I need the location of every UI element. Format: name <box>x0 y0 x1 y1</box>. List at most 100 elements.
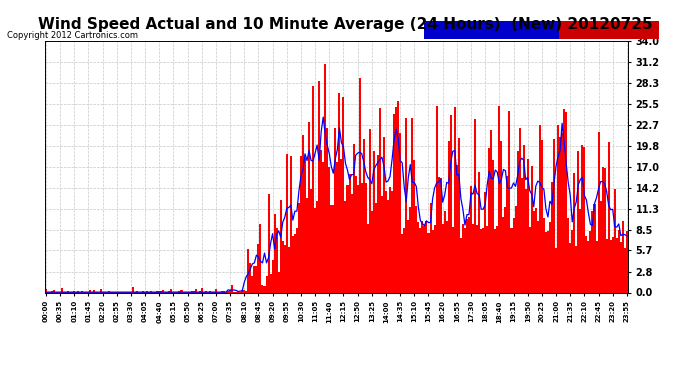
Bar <box>383 137 385 292</box>
Bar <box>468 217 470 292</box>
Bar <box>563 110 565 292</box>
Bar <box>346 185 348 292</box>
Bar <box>612 237 613 292</box>
Bar <box>450 115 452 292</box>
Bar <box>282 241 284 292</box>
Bar <box>316 201 318 292</box>
Bar <box>274 214 275 292</box>
Bar <box>403 228 405 292</box>
Bar <box>567 217 569 292</box>
Bar <box>361 183 363 292</box>
Bar <box>593 204 595 292</box>
Bar <box>480 228 482 292</box>
Bar <box>371 211 373 292</box>
Bar <box>385 190 387 292</box>
Bar <box>474 119 476 292</box>
Bar <box>333 205 335 292</box>
Bar <box>413 160 415 292</box>
Bar <box>417 222 420 292</box>
Bar <box>470 186 472 292</box>
Text: Copyright 2012 Cartronics.com: Copyright 2012 Cartronics.com <box>7 31 138 40</box>
Bar <box>90 290 91 292</box>
Bar <box>61 288 63 292</box>
Text: Wind Speed Actual and 10 Minute Average (24 Hours)  (New) 20120725: Wind Speed Actual and 10 Minute Average … <box>38 17 652 32</box>
Bar <box>266 276 268 292</box>
Bar <box>195 289 197 292</box>
Bar <box>375 203 377 292</box>
Bar <box>426 221 428 292</box>
Bar <box>578 151 580 292</box>
Bar <box>45 289 47 292</box>
Bar <box>490 130 492 292</box>
Bar <box>547 231 549 292</box>
Bar <box>99 289 101 292</box>
Bar <box>587 241 589 292</box>
Bar <box>620 242 622 292</box>
Bar <box>484 192 486 292</box>
Bar <box>322 162 324 292</box>
Bar <box>231 285 233 292</box>
Bar <box>302 135 304 292</box>
Bar <box>506 176 509 292</box>
Bar <box>543 218 545 292</box>
Bar <box>618 230 620 292</box>
Bar <box>156 291 158 292</box>
Bar <box>270 273 272 292</box>
Bar <box>306 198 308 292</box>
Bar <box>472 224 474 292</box>
Bar <box>324 64 326 292</box>
Bar <box>624 248 626 292</box>
Bar <box>337 162 338 292</box>
Bar <box>393 114 395 292</box>
Bar <box>545 232 547 292</box>
Bar <box>209 291 211 292</box>
Bar <box>244 290 245 292</box>
Bar <box>462 224 464 292</box>
Bar <box>227 291 229 292</box>
Bar <box>526 159 529 292</box>
Bar <box>589 231 591 292</box>
Bar <box>571 230 573 292</box>
Bar <box>551 182 553 292</box>
Bar <box>482 228 484 292</box>
Bar <box>215 290 217 292</box>
Bar <box>381 196 383 292</box>
Bar <box>424 226 426 292</box>
Bar <box>411 118 413 292</box>
Bar <box>405 118 407 292</box>
Bar <box>160 291 162 292</box>
Bar <box>429 203 431 292</box>
Bar <box>308 122 310 292</box>
Bar <box>401 234 403 292</box>
Bar <box>136 291 138 292</box>
Bar <box>517 151 519 292</box>
Bar <box>73 291 75 292</box>
Bar <box>608 142 610 292</box>
Bar <box>387 200 389 292</box>
Bar <box>373 150 375 292</box>
Bar <box>541 140 543 292</box>
Bar <box>448 141 450 292</box>
Bar <box>615 237 618 292</box>
Bar <box>351 194 353 292</box>
Bar <box>199 291 201 292</box>
Bar <box>476 225 478 292</box>
Bar <box>437 177 440 292</box>
Bar <box>433 225 435 292</box>
Bar <box>340 159 342 292</box>
Bar <box>257 243 259 292</box>
Bar <box>245 291 247 292</box>
Bar <box>93 291 95 292</box>
Bar <box>268 194 270 292</box>
Bar <box>511 228 513 292</box>
Bar <box>298 202 300 292</box>
Bar <box>344 201 346 292</box>
Bar <box>328 167 331 292</box>
Bar <box>53 290 55 292</box>
Bar <box>422 221 424 292</box>
Bar <box>626 231 628 292</box>
Bar <box>531 166 533 292</box>
Bar <box>272 260 274 292</box>
Bar <box>389 187 391 292</box>
Bar <box>600 201 602 292</box>
